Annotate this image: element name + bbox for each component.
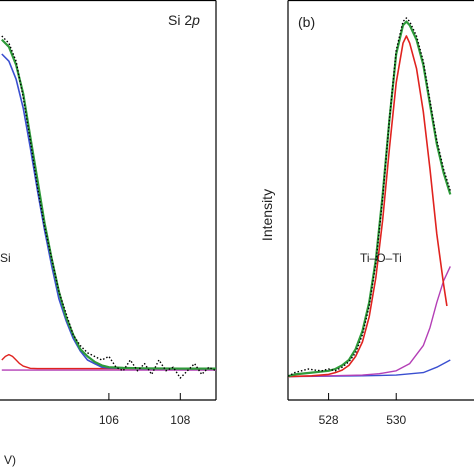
panel-a-x-axis-label: V) (4, 453, 16, 467)
panel-b-x-tick-label: 530 (386, 413, 406, 427)
panel-b-label: (b) (298, 14, 315, 30)
panel-a-data-dotted-series (1, 35, 217, 379)
panel-b-fit-envelope-series (287, 20, 452, 378)
panel-b-y-axis-label: Intensity (259, 189, 275, 241)
panel-b-annotation: Ti–O–Ti (360, 251, 402, 265)
panel-a-component-2-series (1, 353, 216, 370)
panel-b-component-2-series (287, 266, 451, 378)
panel-a-x-ticks: 106 108 (99, 393, 191, 427)
panel-b-component-1-series (287, 35, 448, 378)
panel-b-data-dotted-series (287, 17, 451, 377)
panel-a-fit-envelope-series (1, 38, 216, 370)
panel-a-component-1-series (1, 53, 216, 370)
panel-o1s: 528 530 (b) Intensity Ti–O–Ti (259, 0, 474, 427)
panel-b-x-tick-label: 528 (319, 413, 339, 427)
panel-si2p: 106 108 Si 2p Si V) (0, 0, 217, 467)
panel-a-x-tick-label: 108 (170, 413, 190, 427)
panel-a-title: Si 2p (168, 12, 200, 28)
panel-a-series (1, 35, 217, 379)
panel-a-annotation: Si (0, 251, 11, 265)
panel-b-x-ticks: 528 530 (319, 393, 407, 427)
panel-a-x-tick-label: 106 (99, 413, 119, 427)
panel-b-series (287, 17, 452, 378)
